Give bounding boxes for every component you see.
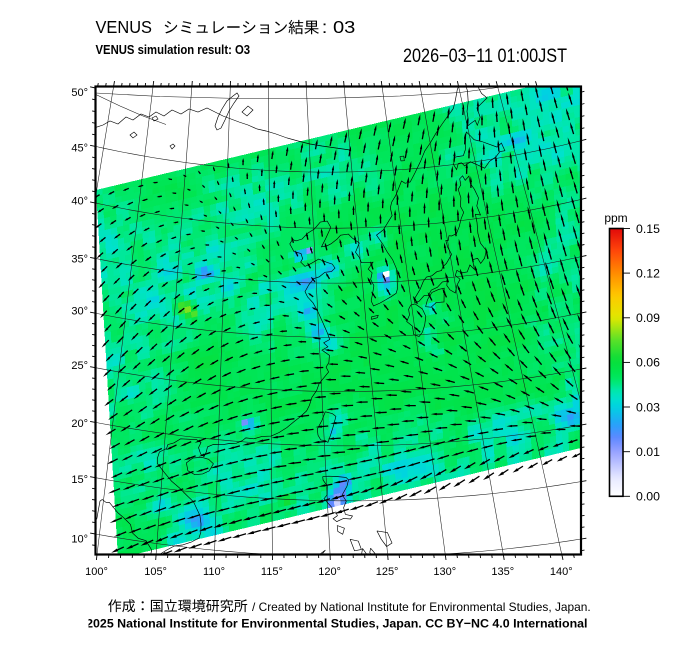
svg-text:105°: 105° — [144, 566, 167, 578]
svg-text:0.15: 0.15 — [636, 222, 660, 236]
svg-text:20°: 20° — [71, 418, 88, 430]
svg-text:135°: 135° — [491, 566, 514, 578]
svg-text:35°: 35° — [71, 253, 88, 265]
svg-text:100°: 100° — [85, 566, 108, 578]
svg-text:25°: 25° — [71, 360, 88, 372]
svg-text:130°: 130° — [433, 566, 456, 578]
svg-text:15°: 15° — [71, 474, 88, 486]
svg-text:/ Created by National Institut: / Created by National Institute for Envi… — [252, 600, 591, 614]
svg-text:50°: 50° — [71, 87, 88, 99]
svg-text:125°: 125° — [376, 566, 399, 578]
svg-text:ppm: ppm — [604, 211, 627, 225]
svg-text:140°: 140° — [550, 566, 573, 578]
svg-text:VENUS: VENUS — [96, 17, 153, 37]
svg-text:40°: 40° — [71, 195, 88, 207]
svg-text:VENUS simulation result: O3: VENUS simulation result: O3 — [96, 42, 251, 57]
svg-text:0.01: 0.01 — [636, 445, 660, 459]
svg-text:115°: 115° — [261, 566, 283, 578]
svg-text:0.03: 0.03 — [636, 400, 660, 414]
svg-text:10°: 10° — [71, 534, 88, 546]
svg-text:©2025 National Institute for E: ©2025 National Institute for Environment… — [77, 617, 588, 631]
svg-text:45°: 45° — [71, 143, 88, 155]
svg-text:: 03: : 03 — [322, 17, 356, 37]
svg-text:110°: 110° — [203, 566, 225, 578]
svg-text:0.12: 0.12 — [636, 266, 660, 280]
svg-text:2026−03−11 01:00JST: 2026−03−11 01:00JST — [403, 46, 567, 67]
svg-text:0.06: 0.06 — [636, 356, 660, 370]
svg-text:0.09: 0.09 — [636, 311, 660, 325]
svg-text:30°: 30° — [71, 306, 88, 318]
svg-text:0.00: 0.00 — [636, 490, 660, 504]
svg-text:120°: 120° — [318, 566, 341, 578]
